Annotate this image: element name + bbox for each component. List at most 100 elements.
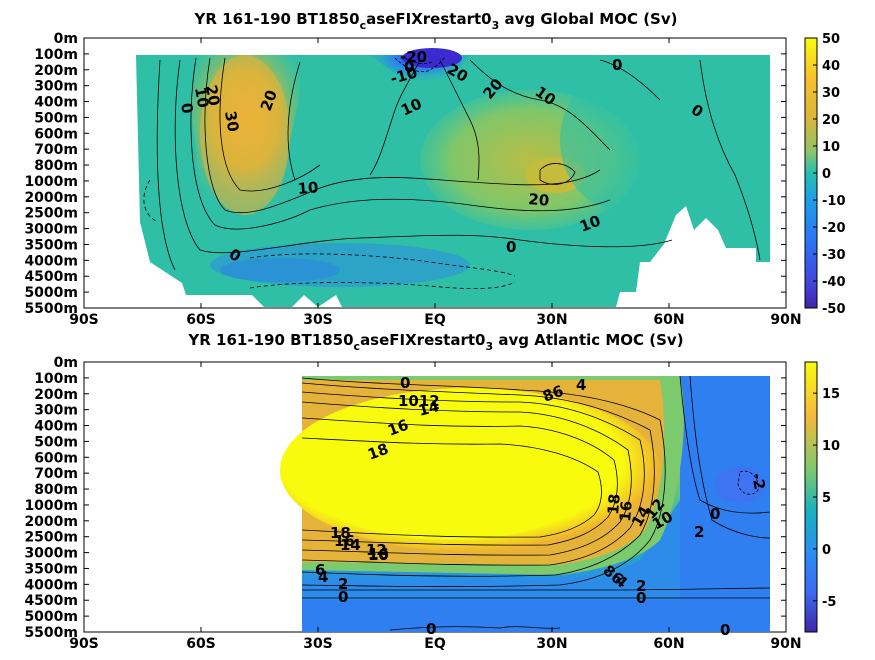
y-tick-label: 4000m xyxy=(24,253,78,269)
x-tick-label: EQ xyxy=(424,312,446,328)
contour-label: 0 xyxy=(404,58,414,76)
atlantic-moc-ticks: 90S 60S 30S EQ 30N 60N 90N0m100m200m300m400m50… xyxy=(24,355,801,652)
y-tick-label: 400m xyxy=(34,419,78,435)
y-tick-label: 5000m xyxy=(24,609,78,625)
contour-label: 18 xyxy=(330,524,351,542)
y-tick-label: 700m xyxy=(34,142,78,158)
colorbar-tick-label: 30 xyxy=(822,86,840,101)
global-moc-ticks: 90S 60S 30S EQ 30N 60N 90N0m100m200m300m400m50… xyxy=(24,31,801,328)
colorbar-tick-label: 20 xyxy=(822,113,840,128)
atlantic-moc-title: YR 161-190 BT1850caseFIXrestart03 avg At… xyxy=(187,331,683,353)
contour-label: 10 xyxy=(191,86,212,110)
colorbar-tick-label: 10 xyxy=(822,140,840,155)
contour-label: 18 xyxy=(604,493,624,515)
y-tick-label: 200m xyxy=(34,387,78,403)
contour-label: 10 xyxy=(368,546,389,564)
contour-label: 0 xyxy=(506,238,516,256)
y-tick-label: 600m xyxy=(34,126,78,142)
colorbar-tick-label: -30 xyxy=(822,248,846,263)
y-tick-label: 800m xyxy=(34,482,78,498)
y-tick-label: 300m xyxy=(34,403,78,419)
contour-label: 16 xyxy=(616,500,636,522)
y-tick-label: 0m xyxy=(54,31,78,47)
contour-label: 20 xyxy=(202,84,223,108)
colorbar-tick-label: 0 xyxy=(822,543,831,558)
x-tick-label: 60N xyxy=(653,636,684,652)
contour-label: -2 xyxy=(748,472,769,492)
atlantic-moc-colorbar-ticks: 15 10 5 0 -5 xyxy=(813,387,840,610)
y-tick-label: 800m xyxy=(34,158,78,174)
contour-label: 14 xyxy=(340,536,361,554)
contour-label: 0 xyxy=(612,56,622,74)
y-tick-label: 3000m xyxy=(24,222,78,238)
y-tick-label: 3500m xyxy=(24,561,78,577)
colorbar-tick-label: -10 xyxy=(822,194,846,209)
contour-label: 16 xyxy=(334,532,355,550)
contour-label: 0 xyxy=(720,621,730,639)
x-tick-label: 30N xyxy=(536,312,567,328)
global-moc-panel: YR 161-190 BT1850caseFIXrestart03 avg Gl… xyxy=(24,10,845,328)
contour-label: 2 xyxy=(338,575,348,593)
colorbar-tick-label: -40 xyxy=(822,275,846,290)
y-tick-label: 400m xyxy=(34,95,78,111)
contour-label: 14 xyxy=(416,397,441,420)
y-tick-label: 200m xyxy=(34,63,78,79)
contour-label: 12 xyxy=(366,541,387,559)
colorbar-tick-label: 5 xyxy=(822,491,831,506)
colorbar-tick-label: -5 xyxy=(822,595,836,610)
x-tick-label: EQ xyxy=(424,636,446,652)
y-tick-label: 2500m xyxy=(24,530,78,546)
y-tick-label: 4000m xyxy=(24,577,78,593)
contour-label: 0 xyxy=(636,589,646,607)
contour-label: 6 xyxy=(315,561,325,579)
y-tick-label: 3500m xyxy=(24,237,78,253)
colorbar-tick-label: 10 xyxy=(822,439,840,454)
contour-label: 4 xyxy=(318,568,328,586)
y-tick-label: 4500m xyxy=(24,269,78,285)
y-tick-label: 2000m xyxy=(24,514,78,530)
contour-label: 1012 xyxy=(398,392,440,410)
colorbar-tick-label: 50 xyxy=(822,32,840,47)
contour-label: -20 xyxy=(400,48,427,66)
y-tick-label: 2500m xyxy=(24,206,78,222)
atlantic-moc-contours xyxy=(301,375,771,631)
global-moc-colorbar-ticks: 50 40 30 20 10 0 -10 -20 -30 -40 -50 xyxy=(813,32,846,317)
y-tick-label: 100m xyxy=(34,371,78,387)
y-tick-label: 100m xyxy=(34,47,78,63)
global-moc-contours xyxy=(143,55,761,290)
y-tick-label: 500m xyxy=(34,434,78,450)
contour-label: 30 xyxy=(221,110,242,134)
colorbar-tick-label: -50 xyxy=(822,302,846,317)
y-tick-label: 5000m xyxy=(24,285,78,301)
contour-label: 0 xyxy=(710,505,720,523)
contour-label: 2 xyxy=(636,577,646,595)
colorbar-tick-label: 0 xyxy=(822,167,831,182)
x-tick-label: 90N xyxy=(770,636,801,652)
contour-label: 0 xyxy=(177,102,197,115)
y-tick-label: 3000m xyxy=(24,546,78,562)
y-tick-label: 700m xyxy=(34,466,78,482)
contour-label: 10 xyxy=(297,178,319,198)
y-tick-label: 600m xyxy=(34,450,78,466)
y-tick-label: 300m xyxy=(34,79,78,95)
contour-label: 2 xyxy=(694,523,704,541)
x-tick-label: 90S xyxy=(69,636,99,652)
contour-label: 0 xyxy=(400,374,410,392)
x-tick-label: 30S xyxy=(303,636,333,652)
contour-label: 20 xyxy=(528,190,550,210)
x-tick-label: 90S xyxy=(69,312,99,328)
y-tick-label: 1000m xyxy=(24,174,78,190)
y-tick-label: 4500m xyxy=(24,593,78,609)
y-tick-label: 5500m xyxy=(24,625,78,641)
x-tick-label: 60N xyxy=(653,312,684,328)
y-tick-label: 500m xyxy=(34,110,78,126)
colorbar-tick-label: 40 xyxy=(822,59,840,74)
y-tick-label: 1000m xyxy=(24,498,78,514)
contour-label: 0 xyxy=(426,620,436,638)
x-tick-label: 90N xyxy=(770,312,801,328)
atlantic-moc-field xyxy=(280,376,770,632)
colorbar-tick-label: 15 xyxy=(822,387,840,402)
contour-label: 4 xyxy=(576,376,586,394)
y-tick-label: 5500m xyxy=(24,301,78,317)
atlantic-moc-panel: YR 161-190 BT1850caseFIXrestart03 avg At… xyxy=(24,331,840,652)
